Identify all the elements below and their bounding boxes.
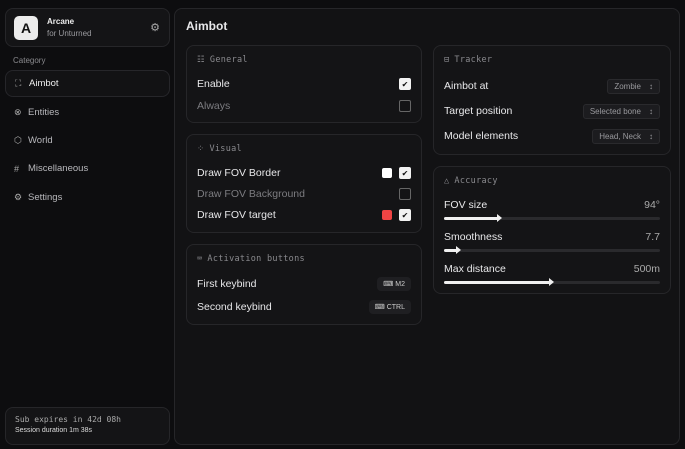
sidebar-item-entities[interactable]: ⊗ Entities <box>5 99 170 126</box>
section-title: Tracker <box>454 55 493 65</box>
slider-track[interactable] <box>444 278 660 286</box>
row-label: Draw FOV Border <box>197 167 281 179</box>
aimbot-at-row: Aimbot at Zombie ↕ <box>444 78 660 94</box>
row-label: Aimbot at <box>444 80 489 92</box>
color-swatch[interactable] <box>382 210 392 220</box>
gear-icon[interactable]: ⚙ <box>150 22 160 34</box>
model-elements-row: Model elements Head, Neck ↕ <box>444 128 660 144</box>
slider-thumb[interactable] <box>456 246 462 254</box>
slider-track[interactable] <box>444 214 660 222</box>
draw-fov-target-row[interactable]: Draw FOV target ✔ <box>197 207 411 223</box>
section-title: General <box>209 55 248 65</box>
key-label: M2 <box>395 281 405 288</box>
slider-track[interactable] <box>444 246 660 254</box>
row-label: Second keybind <box>197 301 272 313</box>
slider-value: 94° <box>644 199 660 211</box>
second-keybind-button[interactable]: ⌨ CTRL <box>368 300 411 314</box>
always-checkbox[interactable] <box>399 100 411 112</box>
session-duration: Session duration 1m 38s <box>15 427 93 434</box>
grid-icon: # <box>14 163 20 174</box>
row-label: First keybind <box>197 278 257 290</box>
model-elements-select[interactable]: Head, Neck ↕ <box>592 128 660 144</box>
draw-fov-border-checkbox[interactable]: ✔ <box>399 167 411 179</box>
section-title: Activation buttons <box>207 254 305 264</box>
chevron-up-down-icon: ↕ <box>649 81 653 91</box>
color-swatch[interactable] <box>382 168 392 178</box>
row-label: Target position <box>444 105 513 117</box>
scan-face-icon: ⊗ <box>14 107 22 117</box>
slider-fill <box>444 249 460 252</box>
chevron-up-down-icon: ↕ <box>649 106 653 116</box>
slider-thumb[interactable] <box>497 214 503 222</box>
slider-label: FOV size <box>444 199 488 211</box>
box-icon: ⊟ <box>444 55 450 65</box>
subscription-expiry: Sub expires in 42d 08h <box>15 415 121 424</box>
draw-fov-background-checkbox[interactable] <box>399 188 411 200</box>
select-value: Zombie <box>614 81 641 91</box>
tracker-section: ⊟ Tracker Aimbot at Zombie ↕ Target positio… <box>433 45 671 155</box>
sidebar-item-label: Aimbot <box>29 78 59 89</box>
slider-fill <box>444 281 552 284</box>
triangle-icon: △ <box>444 176 450 186</box>
always-row[interactable]: Always <box>197 98 411 114</box>
app-subtitle: for Unturned <box>47 28 92 38</box>
second-keybind-row: Second keybind ⌨ CTRL <box>197 299 411 315</box>
slider-value: 500m <box>633 263 660 275</box>
accuracy-section: △ Accuracy FOV size 94° Smoothness 7.7 Max di… <box>433 166 671 294</box>
aimbot-at-select[interactable]: Zombie ↕ <box>607 78 660 94</box>
draw-fov-border-row[interactable]: Draw FOV Border ✔ <box>197 165 411 181</box>
section-title: Accuracy <box>454 176 498 186</box>
app-logo: A <box>14 15 38 40</box>
enable-checkbox[interactable]: ✔ <box>399 78 411 90</box>
key-label: CTRL <box>386 304 405 311</box>
slider-value: 7.7 <box>645 231 660 243</box>
subscription-info: Sub expires in 42d 08h Session duration … <box>5 407 170 445</box>
page-title: Aimbot <box>186 19 228 33</box>
sparkle-icon: ⁘ <box>197 144 205 154</box>
draw-fov-background-row[interactable]: Draw FOV Background <box>197 186 411 202</box>
slider-fov-size[interactable]: FOV size 94° <box>444 199 660 222</box>
list-icon: ☷ <box>197 55 205 65</box>
slider-label: Smoothness <box>444 231 503 243</box>
select-value: Head, Neck <box>599 131 641 141</box>
activation-section: ⌨ Activation buttons First keybind ⌨ M2 Se… <box>186 244 422 325</box>
enable-row[interactable]: Enable ✔ <box>197 76 411 92</box>
app-header: A Arcane for Unturned ⚙ <box>5 8 170 47</box>
section-title: Visual <box>209 144 242 154</box>
category-label: Category <box>13 56 46 65</box>
slider-fill <box>444 217 501 220</box>
first-keybind-button[interactable]: ⌨ M2 <box>377 277 411 291</box>
row-label: Model elements <box>444 130 519 142</box>
sidebar-item-aimbot[interactable]: ⛶ Aimbot <box>5 70 170 97</box>
visual-section: ⁘ Visual Draw FOV Border ✔ Draw FOV Backgr… <box>186 134 422 233</box>
slider-thumb[interactable] <box>549 278 554 286</box>
row-label: Draw FOV target <box>197 209 276 221</box>
slider-smoothness[interactable]: Smoothness 7.7 <box>444 231 660 254</box>
sidebar-item-label: World <box>28 135 53 146</box>
general-section: ☷ General Enable ✔ Always <box>186 45 422 123</box>
select-value: Selected bone <box>589 106 641 116</box>
gear-icon: ⚙ <box>14 192 23 202</box>
app-name: Arcane <box>47 16 75 26</box>
row-label: Always <box>197 100 231 112</box>
sidebar-item-world[interactable]: ⬡ World <box>5 127 170 154</box>
slider-label: Max distance <box>444 263 506 275</box>
sidebar-item-settings[interactable]: ⚙ Settings <box>5 184 170 211</box>
row-label: Enable <box>197 78 230 90</box>
sidebar-item-label: Miscellaneous <box>28 163 89 174</box>
first-keybind-row: First keybind ⌨ M2 <box>197 276 411 292</box>
chevron-up-down-icon: ↕ <box>649 131 653 141</box>
sidebar-item-label: Settings <box>28 192 63 203</box>
target-position-select[interactable]: Selected bone ↕ <box>582 103 660 119</box>
sidebar-item-label: Entities <box>28 107 60 118</box>
row-label: Draw FOV Background <box>197 188 305 200</box>
sidebar-item-miscellaneous[interactable]: # Miscellaneous <box>5 155 170 182</box>
crosshair-icon: ⛶ <box>15 78 22 88</box>
draw-fov-target-checkbox[interactable]: ✔ <box>399 209 411 221</box>
slider-max-distance[interactable]: Max distance 500m <box>444 263 660 286</box>
globe-icon: ⬡ <box>14 135 22 145</box>
target-position-row: Target position Selected bone ↕ <box>444 103 660 119</box>
keyboard-icon: ⌨ <box>197 254 203 264</box>
